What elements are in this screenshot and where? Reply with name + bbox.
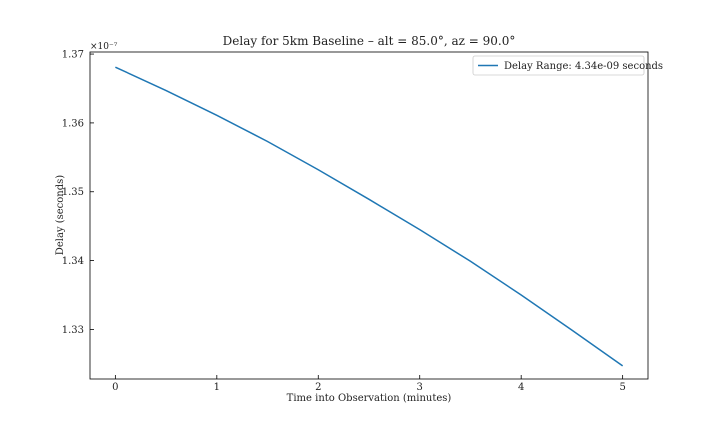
legend: Delay Range: 4.34e-09 seconds <box>472 55 663 76</box>
y-offset-label: ×10⁻⁷ <box>90 42 118 52</box>
chart-title: Delay for 5km Baseline – alt = 85.0°, az… <box>223 34 516 48</box>
x-tick-label: 0 <box>112 382 118 393</box>
x-tick-label: 5 <box>619 382 625 393</box>
x-tick-label: 2 <box>315 382 321 393</box>
x-tick-label: 4 <box>518 382 524 393</box>
plot-area <box>89 51 649 380</box>
x-axis-label: Time into Observation (minutes) <box>287 393 452 404</box>
y-tick-label: 1.35 <box>62 187 84 198</box>
y-tick-label: 1.34 <box>62 256 84 267</box>
legend-label: Delay Range: 4.34e-09 seconds <box>504 61 663 72</box>
y-tick-label: 1.37 <box>62 50 84 61</box>
series-line <box>115 66 624 367</box>
y-axis-label: Delay (seconds) <box>55 175 66 255</box>
x-tick-label: 3 <box>417 382 423 393</box>
x-tick-label: 1 <box>214 382 220 393</box>
y-tick-label: 1.36 <box>62 118 84 129</box>
y-tick-label: 1.33 <box>62 325 84 336</box>
